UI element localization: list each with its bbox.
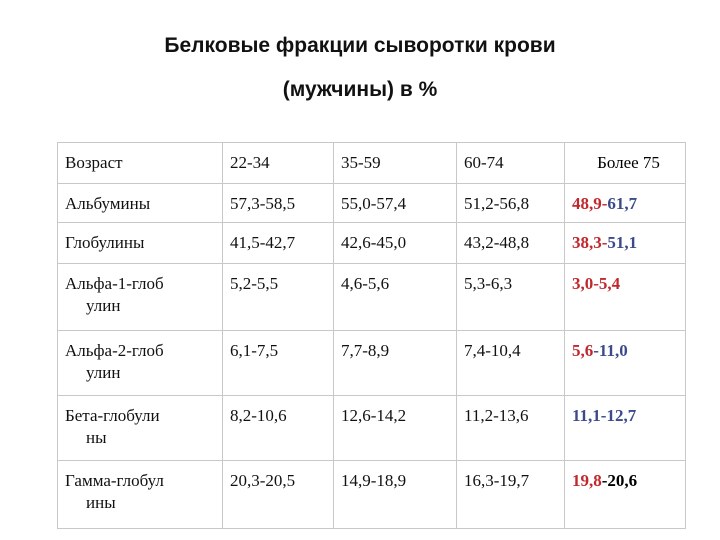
cell-line: улин: [86, 363, 121, 382]
table-cell: Альбумины: [57, 183, 223, 223]
table: Возраст 22-34 35-59 60-74 Более 75 Альбумины 5…: [57, 142, 686, 529]
title-line: Белковые фракции сыворотки крови: [164, 34, 556, 57]
table-cell: 5,3-6,3: [456, 263, 565, 331]
table-cell: 3,0-5,4: [564, 263, 686, 331]
table-cell: 5,2-5,5: [222, 263, 334, 331]
table-cell: 20,3-20,5: [222, 460, 334, 529]
cell-line: Альфа-2-глоб: [65, 341, 164, 360]
table-cell: 60-74: [456, 142, 565, 184]
table-cell: 43,2-48,8: [456, 222, 565, 264]
table-cell: 7,7-8,9: [333, 330, 457, 396]
table-row: Бета-глобули ны 8,2-10,6 12,6-14,2 11,2-13,6…: [57, 395, 686, 461]
table-cell: 51,2-56,8: [456, 183, 565, 223]
table-cell: Гамма-глобул ины: [57, 460, 223, 529]
table-cell: 22-34: [222, 142, 334, 184]
table-cell: 38,3-51,1: [564, 222, 686, 264]
cell-line: Бета-глобули: [65, 406, 160, 425]
table-cell: Альфа-1-глоб улин: [57, 263, 223, 331]
table-row: Глобулины 41,5-42,7 42,6-45,0 43,2-48,8 38,3…: [57, 222, 686, 264]
cell-text: 19,8: [572, 471, 602, 490]
table-cell: 14,9-18,9: [333, 460, 457, 529]
table-row: Альфа-2-глоб улин 6,1-7,5 7,7-8,9 7,4-10,4 5,…: [57, 330, 686, 396]
cell-text: 3,0-5,4: [572, 274, 621, 293]
table-cell: 7,4-10,4: [456, 330, 565, 396]
table-row: Альфа-1-глоб улин 5,2-5,5 4,6-5,6 5,3-6,3 3,0…: [57, 263, 686, 331]
table-cell: 11,1-12,7: [564, 395, 686, 461]
table-cell: 48,9-61,7: [564, 183, 686, 223]
table-row: Альбумины 57,3-58,5 55,0-57,4 51,2-56,8 48,9…: [57, 183, 686, 223]
table-cell: 19,8-20,6: [564, 460, 686, 529]
title-line: (мужчины) в %: [282, 78, 438, 101]
cell-line: улин: [86, 296, 121, 315]
cell-text: 5,6: [572, 341, 594, 360]
table-cell: 12,6-14,2: [333, 395, 457, 461]
cell-line: ины: [86, 493, 116, 512]
cell-line: Альфа-1-глоб: [65, 274, 164, 293]
table-cell: 57,3-58,5: [222, 183, 334, 223]
table-cell: 8,2-10,6: [222, 395, 334, 461]
table-cell: 41,5-42,7: [222, 222, 334, 264]
table-cell: Более 75: [564, 142, 686, 184]
cell-text: -20,6: [601, 471, 638, 490]
table-cell: 16,3-19,7: [456, 460, 565, 529]
cell-line: ны: [86, 428, 107, 447]
table-cell: 42,6-45,0: [333, 222, 457, 264]
table-cell: 11,2-13,6: [456, 395, 565, 461]
cell-text: 11,1-12,7: [572, 406, 637, 425]
table-cell: Бета-глобули ны: [57, 395, 223, 461]
cell-text: 51,1: [607, 233, 638, 252]
table-cell: Глобулины: [57, 222, 223, 264]
table-cell: 35-59: [333, 142, 457, 184]
table-cell: 4,6-5,6: [333, 263, 457, 331]
cell-text: -11,0: [593, 341, 628, 360]
table-row: Возраст 22-34 35-59 60-74 Более 75: [57, 142, 686, 184]
table-cell: Альфа-2-глоб улин: [57, 330, 223, 396]
cell-text: 48,9-: [572, 194, 608, 213]
cell-text: 38,3-: [572, 233, 608, 252]
table-cell: 55,0-57,4: [333, 183, 457, 223]
cell-text: Более 75: [597, 153, 660, 172]
cell-text: 61,7: [607, 194, 638, 213]
table-cell: 5,6-11,0: [564, 330, 686, 396]
table-cell: 6,1-7,5: [222, 330, 334, 396]
table-body: Возраст 22-34 35-59 60-74 Более 75 Альбумины 5…: [57, 142, 686, 529]
table-cell: Возраст: [57, 142, 223, 184]
cell-line: Гамма-глобул: [65, 471, 164, 490]
table-row: Гамма-глобул ины 20,3-20,5 14,9-18,9 16,3-19…: [57, 460, 686, 529]
